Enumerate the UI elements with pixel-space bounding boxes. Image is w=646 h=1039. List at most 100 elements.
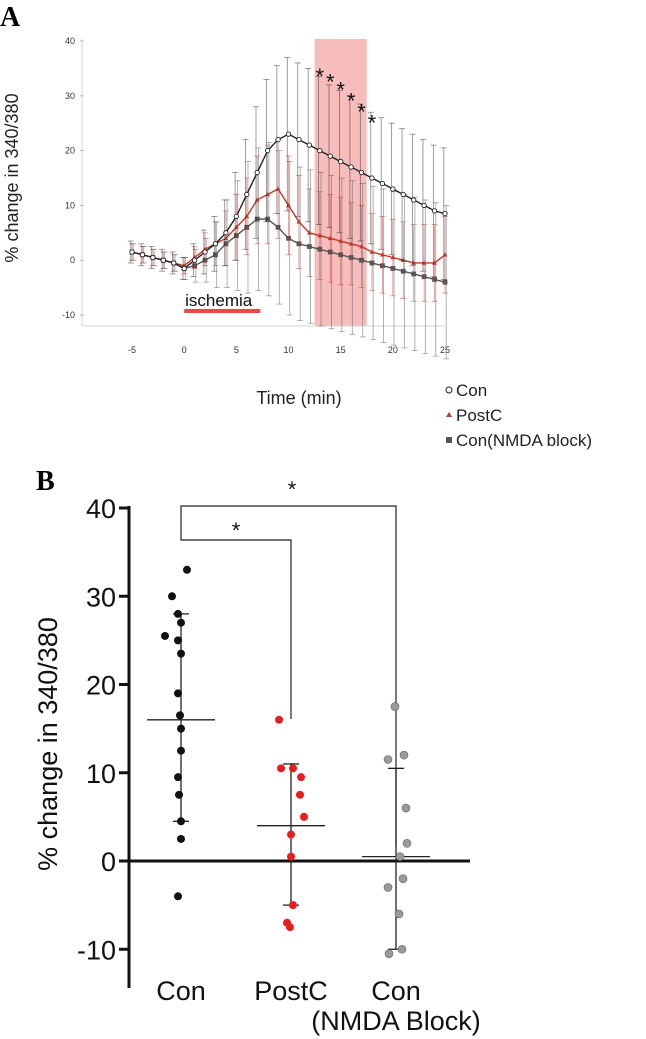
data-point <box>395 852 405 861</box>
data-point <box>399 750 409 760</box>
data-point <box>275 186 281 191</box>
group-postc <box>257 715 325 932</box>
data-point <box>297 773 305 782</box>
category-label: PostC <box>254 976 328 1006</box>
data-point <box>296 790 304 799</box>
data-point <box>183 565 191 574</box>
data-point <box>317 147 323 154</box>
data-point <box>384 949 394 958</box>
y-tick-label: -10 <box>62 310 75 320</box>
data-point <box>383 883 393 892</box>
panel-b-label: B <box>36 466 55 497</box>
data-point <box>369 249 375 254</box>
data-point <box>358 169 365 176</box>
legend-marker-triangle <box>446 412 452 417</box>
y-tick-label: 30 <box>86 582 116 612</box>
data-point <box>338 158 344 165</box>
significance-star: * <box>357 100 366 125</box>
data-point <box>287 830 295 839</box>
y-tick-label: 40 <box>65 36 75 46</box>
bracket-con-nmda <box>180 505 397 846</box>
data-point <box>233 213 239 220</box>
data-point <box>431 208 438 214</box>
legend-label: Con <box>456 381 487 400</box>
data-point <box>390 702 400 711</box>
data-point <box>177 618 185 627</box>
data-point <box>168 592 176 601</box>
data-point <box>380 252 385 257</box>
data-point <box>397 944 407 954</box>
data-point <box>348 164 354 170</box>
panel-b-significance-brackets: ** <box>180 477 397 846</box>
significance-star: * <box>368 110 377 135</box>
data-point <box>174 773 182 782</box>
data-point <box>285 131 292 137</box>
x-tick-label: 0 <box>182 345 187 355</box>
data-point <box>327 153 333 159</box>
data-point <box>177 834 185 843</box>
data-point <box>359 243 364 249</box>
data-point <box>150 254 156 261</box>
data-point <box>160 257 166 263</box>
data-point <box>398 874 408 883</box>
data-point <box>421 202 427 209</box>
panel-a-y-ticks: -10 0 10 20 30 40 <box>62 36 84 320</box>
group-con <box>147 565 215 901</box>
data-point <box>317 232 323 238</box>
data-point <box>181 265 187 272</box>
data-point <box>287 852 295 861</box>
panel-a-significance-stars: * * * * * * <box>316 64 377 136</box>
data-point <box>277 764 285 773</box>
data-point <box>264 147 271 154</box>
y-tick-label: 20 <box>65 146 75 156</box>
legend-label: PostC <box>456 406 502 425</box>
x-tick-label: 25 <box>440 345 450 355</box>
data-point <box>177 649 185 658</box>
data-point <box>348 241 354 246</box>
data-point <box>177 724 185 733</box>
ischemia-label: ischemia <box>185 291 253 310</box>
panel-a-axes <box>81 39 445 327</box>
panel-b-groups <box>147 565 430 958</box>
data-point <box>390 254 396 260</box>
data-point <box>174 636 182 645</box>
data-point <box>286 923 294 932</box>
data-point <box>296 137 302 143</box>
data-point <box>161 631 169 640</box>
panel-a-label: A <box>0 2 21 33</box>
significance-star: * <box>347 89 356 114</box>
y-tick-label: 10 <box>65 200 75 210</box>
panel-b-y-ticks: 40 30 20 10 0 -10 <box>77 494 129 965</box>
data-point <box>254 169 260 176</box>
panel-a-series <box>127 57 450 360</box>
data-point <box>300 812 308 821</box>
data-point <box>296 219 302 224</box>
y-tick-label: 0 <box>101 847 116 877</box>
panel-b-category-labels: Con PostC Con(NMDA Block) <box>156 976 481 1036</box>
data-point <box>369 175 375 181</box>
y-tick-label: 10 <box>86 759 116 789</box>
significance-star: * <box>232 518 241 543</box>
panel-b-y-axis-label: % change in 340/380 <box>33 617 63 871</box>
data-point <box>383 755 393 764</box>
series-postc <box>129 139 448 302</box>
significance-star: * <box>336 78 345 103</box>
data-point <box>442 210 448 217</box>
x-tick-label: -5 <box>128 345 136 355</box>
panel-a-legend: Con PostC Con(NMDA block) <box>445 381 592 450</box>
category-label: Con <box>371 976 421 1006</box>
legend-item: PostC <box>446 406 502 425</box>
series-con <box>127 57 448 280</box>
legend-marker-circle <box>445 386 453 394</box>
data-point <box>129 249 135 255</box>
data-point <box>174 609 182 618</box>
data-point <box>327 235 333 241</box>
panel-a-y-axis-label: % change in 340/380 <box>2 93 22 262</box>
x-tick-label: 20 <box>388 345 398 355</box>
significance-star: * <box>326 69 335 94</box>
data-point <box>171 260 177 266</box>
panel-b-axes <box>127 506 470 988</box>
